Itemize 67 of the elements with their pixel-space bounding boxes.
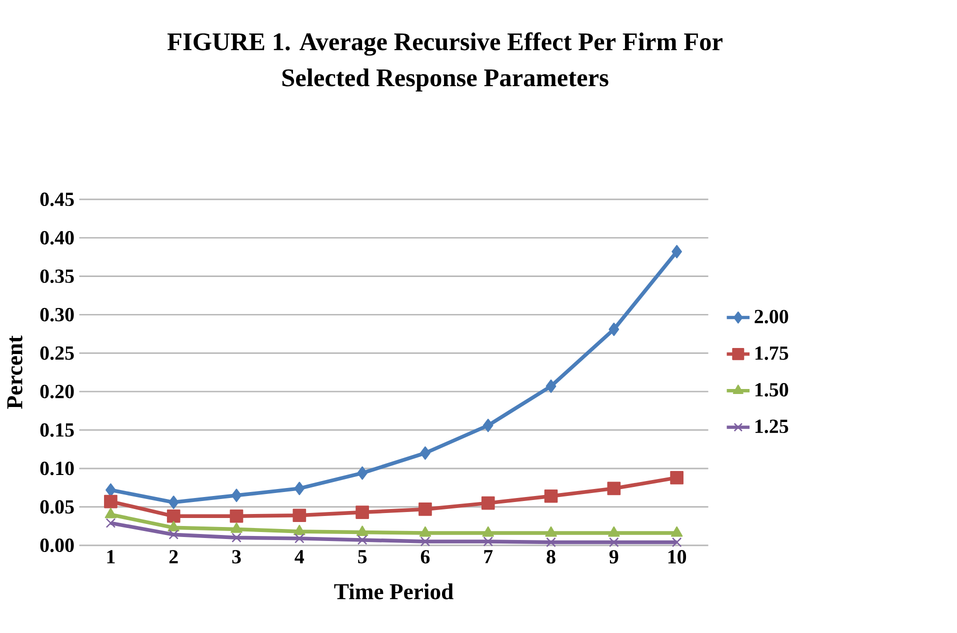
x-tick-label: 9 xyxy=(609,550,618,564)
x-axis-title: Time Period xyxy=(334,583,454,600)
x-tick-label: 7 xyxy=(484,550,493,564)
point xyxy=(482,526,494,537)
point xyxy=(168,496,179,509)
x-tick-label: 1 xyxy=(107,550,115,564)
legend-label: 1.25 xyxy=(755,420,788,434)
legend-label: 1.50 xyxy=(755,383,788,397)
point xyxy=(609,537,619,548)
point xyxy=(420,536,430,546)
x-tick-label: 10 xyxy=(668,550,686,564)
y-tick-label: 0.20 xyxy=(40,384,74,398)
point xyxy=(294,482,305,496)
point xyxy=(168,520,180,532)
point xyxy=(608,526,620,537)
point xyxy=(106,518,116,528)
x-tick-label: 3 xyxy=(232,550,241,564)
y-tick-label: 0.05 xyxy=(40,500,74,514)
x-tick-label: 5 xyxy=(358,550,367,564)
y-tick-label: 0.10 xyxy=(40,462,74,476)
point xyxy=(231,488,242,502)
y-tick-label: 0.35 xyxy=(40,269,74,284)
point xyxy=(106,483,116,497)
point xyxy=(670,526,683,537)
x-tick-label: 2 xyxy=(169,550,178,564)
point xyxy=(232,532,242,543)
point xyxy=(419,526,432,537)
point xyxy=(356,526,368,536)
y-tick-label: 0.15 xyxy=(40,423,74,437)
point xyxy=(546,537,556,548)
point xyxy=(672,537,682,548)
legend-label: 2.00 xyxy=(754,310,788,324)
point xyxy=(104,508,117,518)
y-tick-label: 0.25 xyxy=(40,346,74,360)
point xyxy=(481,496,495,510)
y-tick-label: 0.00 xyxy=(40,538,74,552)
x-tick-label: 8 xyxy=(546,550,556,564)
point xyxy=(356,506,369,519)
x-tick-label: 4 xyxy=(294,550,304,564)
point xyxy=(104,494,118,508)
point xyxy=(292,508,306,522)
y-tick-label: 0.30 xyxy=(40,308,74,322)
point xyxy=(607,482,621,496)
point xyxy=(230,522,242,533)
y-tick-label: 0.45 xyxy=(40,192,74,206)
y-tick-label: 0.40 xyxy=(40,231,74,245)
point xyxy=(420,446,430,460)
point xyxy=(545,526,557,537)
point xyxy=(168,530,179,540)
point xyxy=(357,535,368,545)
point xyxy=(483,536,494,546)
point xyxy=(294,534,304,544)
point xyxy=(230,509,244,523)
y-axis-title: Percent xyxy=(7,336,22,409)
point xyxy=(357,466,368,480)
point xyxy=(608,322,620,336)
point xyxy=(166,509,180,523)
point xyxy=(672,244,682,258)
x-tick-label: 6 xyxy=(420,550,430,564)
point xyxy=(294,524,306,536)
point xyxy=(670,471,684,484)
point xyxy=(418,502,432,516)
legend-label: 1.75 xyxy=(755,346,788,360)
point xyxy=(544,489,558,503)
point xyxy=(546,380,556,393)
chart-title: FIGURE 1. Average Recursive Effect Per Firm For Selected Response Parameters xyxy=(167,32,722,92)
point xyxy=(482,418,494,432)
